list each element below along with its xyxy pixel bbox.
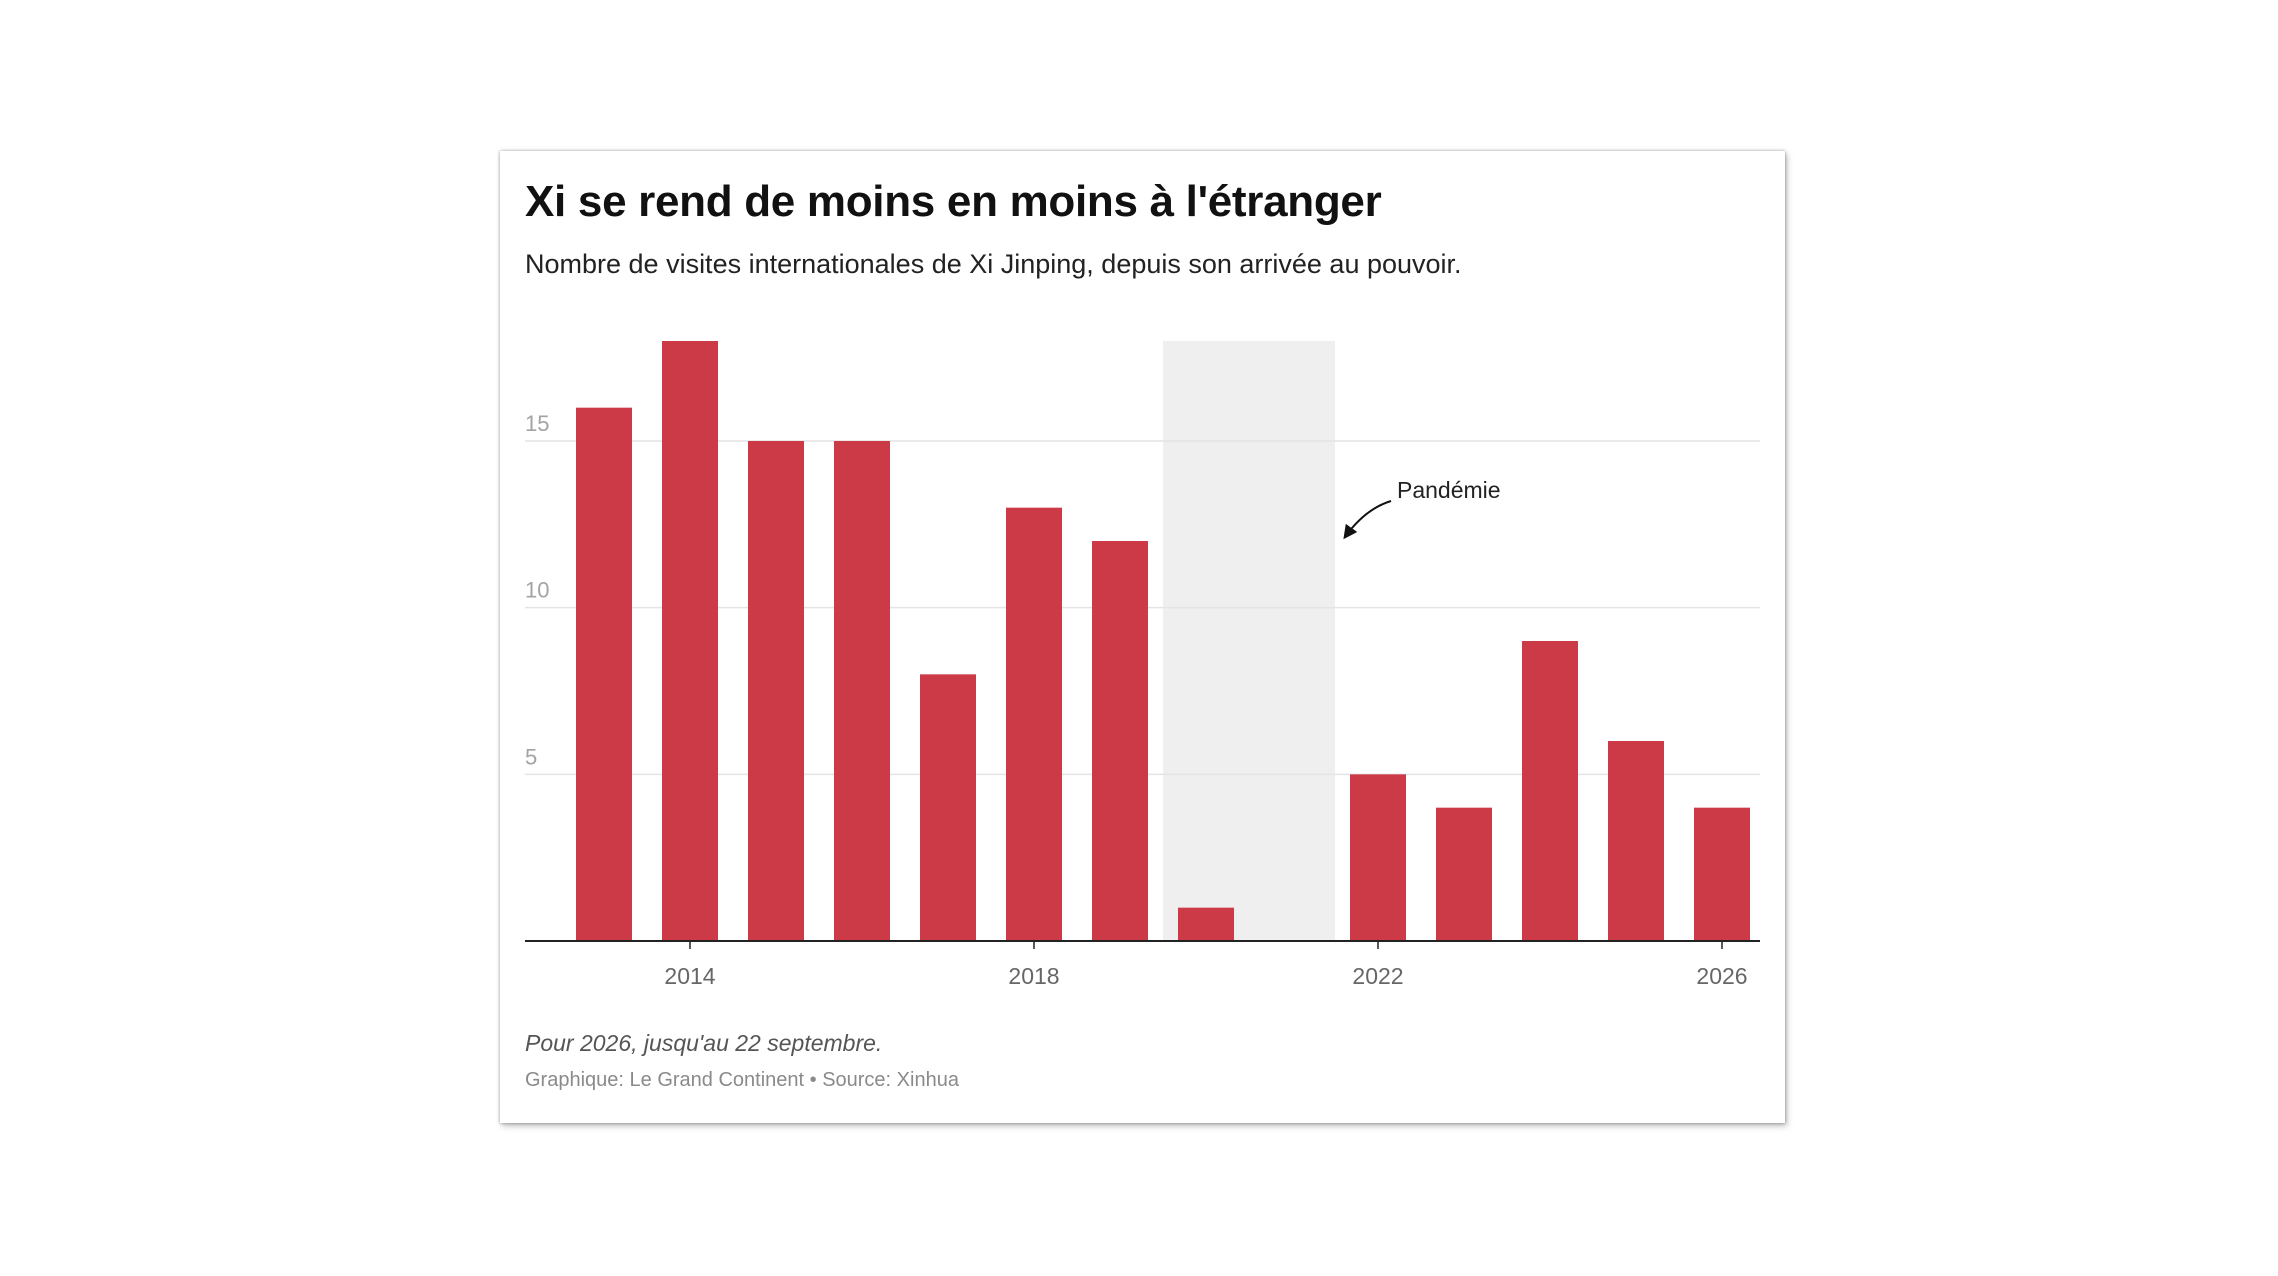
bar: [1006, 507, 1062, 941]
bar: [1608, 741, 1664, 941]
bar: [920, 674, 976, 941]
bar: [576, 407, 632, 942]
bar: [834, 441, 890, 941]
chart-note: Pour 2026, jusqu'au 22 septembre.: [525, 1030, 883, 1056]
x-tick-label: 2026: [1696, 963, 1747, 989]
bar: [1178, 907, 1234, 941]
bar: [1092, 541, 1148, 941]
bar: [1694, 807, 1750, 941]
bar: [1436, 807, 1492, 941]
x-tick-label: 2014: [664, 963, 715, 989]
chart-card: Xi se rend de moins en moins à l'étrange…: [500, 151, 1785, 1123]
chart-credit: Graphique: Le Grand Continent • Source: …: [525, 1069, 959, 1091]
pandemic-annotation-arrow: [1343, 500, 1392, 540]
bar: [662, 341, 718, 941]
chart-subtitle: Nombre de visites internationales de Xi …: [525, 249, 1462, 279]
bar-chart: 5 10 15 2014 2018 2022 2026 Pandémie: [525, 341, 1760, 989]
bar: [1350, 774, 1406, 941]
bar: [1522, 641, 1578, 941]
pandemic-highlight-band: [1163, 341, 1335, 941]
bar: [748, 441, 804, 941]
y-tick-label: 10: [525, 578, 549, 603]
x-tick-label: 2022: [1352, 963, 1403, 989]
y-tick-label: 5: [525, 744, 537, 769]
chart-title: Xi se rend de moins en moins à l'étrange…: [525, 177, 1382, 226]
x-tick-label: 2018: [1008, 963, 1059, 989]
pandemic-annotation-label: Pandémie: [1397, 477, 1501, 503]
y-tick-label: 15: [525, 411, 549, 436]
